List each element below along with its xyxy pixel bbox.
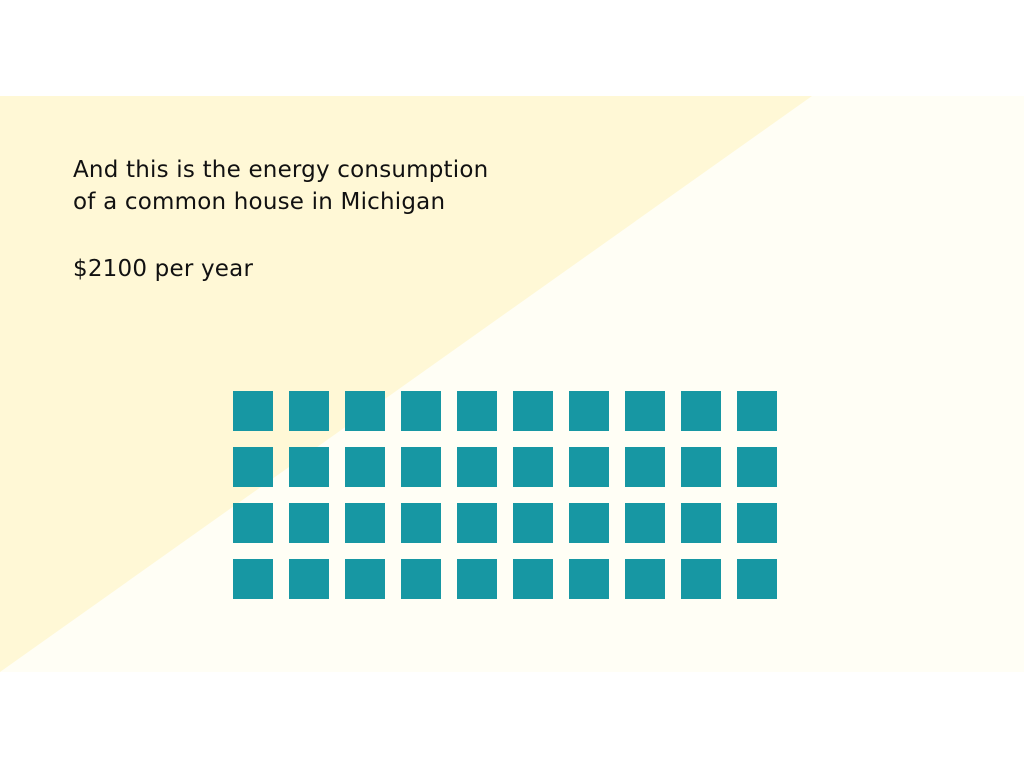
energy-unit-square [681,503,721,543]
energy-unit-square [513,391,553,431]
energy-unit-square [569,559,609,599]
energy-unit-square [345,391,385,431]
caption-line-1: And this is the energy consumption [73,157,489,183]
energy-unit-square [401,447,441,487]
slide-background [0,96,1024,672]
energy-unit-square [625,503,665,543]
energy-unit-square [457,447,497,487]
energy-unit-square [569,447,609,487]
energy-unit-square [345,503,385,543]
energy-unit-square [401,559,441,599]
price-text: $2100 per year [73,256,254,282]
yellow-diagonal-panel [0,96,812,672]
energy-unit-square [457,503,497,543]
energy-unit-square [289,447,329,487]
energy-unit-square [625,447,665,487]
energy-unit-square [233,559,273,599]
slide-caption: And this is the energy consumption of a … [73,154,673,285]
energy-unit-square [345,559,385,599]
energy-unit-square [737,503,777,543]
energy-unit-square [457,391,497,431]
energy-unit-square [289,391,329,431]
energy-unit-square [457,559,497,599]
energy-unit-square [681,559,721,599]
energy-unit-square [345,447,385,487]
energy-unit-square [289,559,329,599]
energy-unit-square [513,503,553,543]
energy-unit-square [233,447,273,487]
energy-unit-grid [233,391,777,599]
energy-unit-square [513,447,553,487]
energy-unit-square [681,447,721,487]
energy-unit-square [401,391,441,431]
caption-line-2: of a common house in Michigan [73,189,446,215]
energy-unit-square [681,391,721,431]
energy-unit-square [233,503,273,543]
energy-unit-square [737,559,777,599]
energy-unit-square [737,391,777,431]
energy-unit-square [569,391,609,431]
energy-unit-square [401,503,441,543]
energy-unit-square [625,559,665,599]
energy-unit-square [289,503,329,543]
energy-unit-square [625,391,665,431]
energy-unit-square [233,391,273,431]
energy-unit-square [737,447,777,487]
slide: And this is the energy consumption of a … [0,96,1024,672]
energy-unit-square [513,559,553,599]
energy-unit-square [569,503,609,543]
